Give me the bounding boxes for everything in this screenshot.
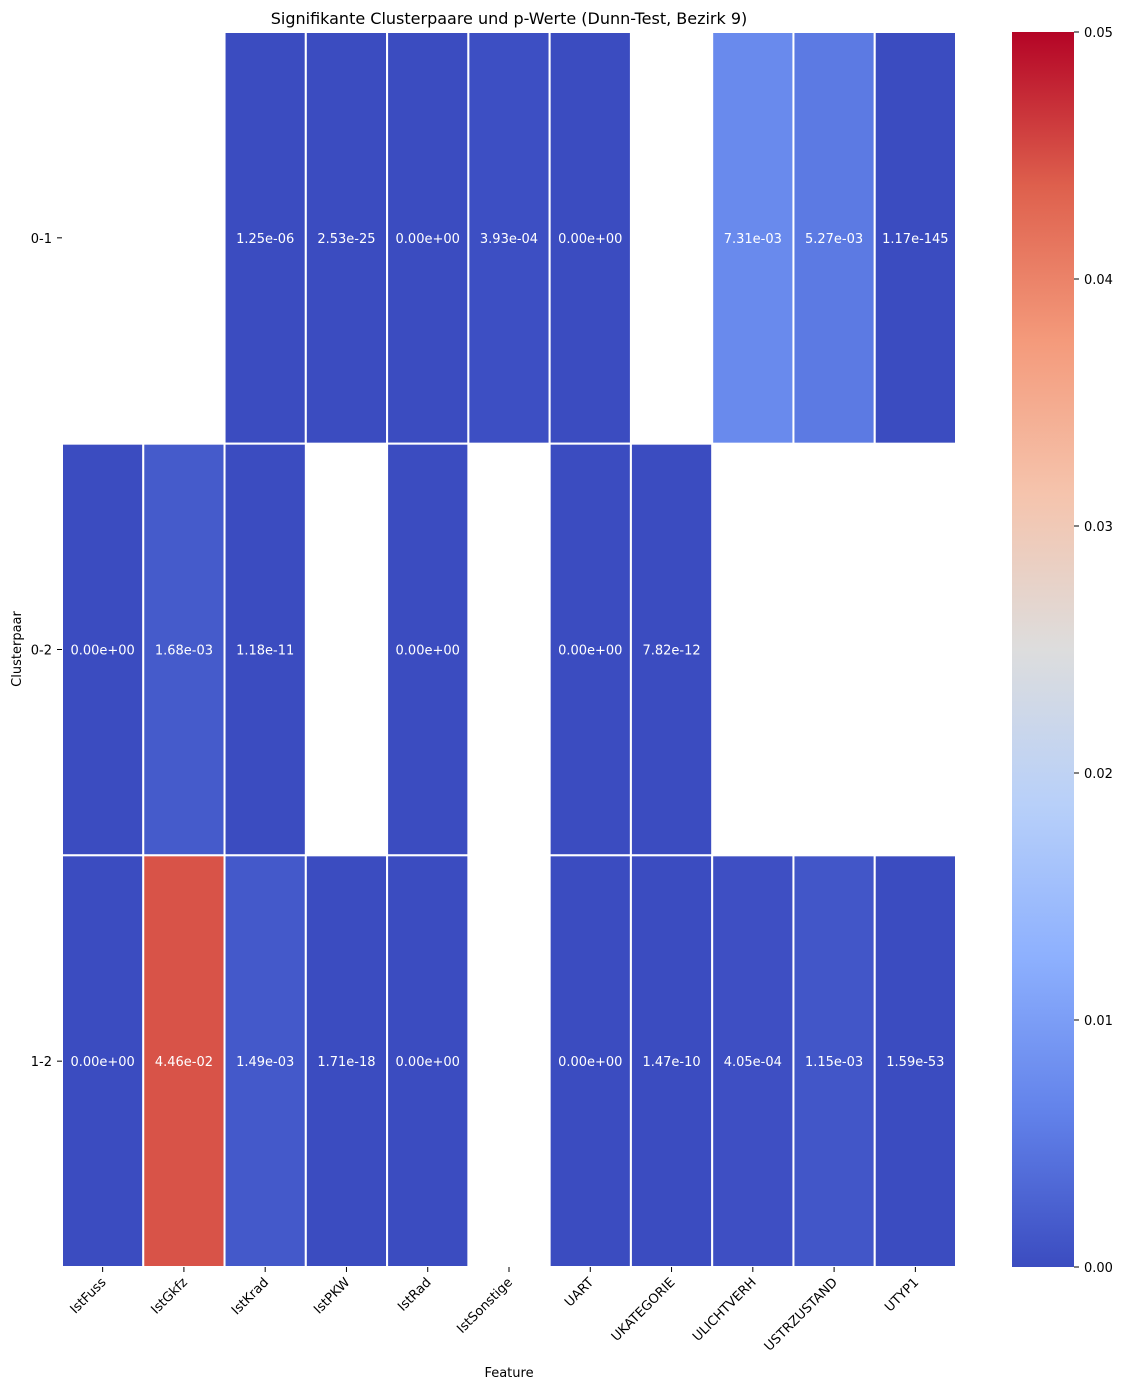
cell-value-label: 1.47e-10 bbox=[642, 1055, 700, 1070]
cell-value-label: 3.93e-04 bbox=[480, 232, 538, 247]
y-axis: 0-1 0-2 1-2 bbox=[31, 232, 62, 1070]
colorbar-tick-label: 0.03 bbox=[1084, 520, 1113, 535]
x-tick-label: IstGkfz bbox=[149, 1275, 191, 1317]
cell-value-label: 4.46e-02 bbox=[155, 1055, 213, 1070]
heatmap-cell-0-1-ULICHTVERH bbox=[711, 31, 795, 445]
heatmap-cell-0-1-IstPKW bbox=[304, 31, 389, 445]
cell-value-label: 5.27e-03 bbox=[805, 232, 863, 247]
heatmap-cell-0-1-IstRad bbox=[386, 31, 470, 445]
heatmap-cell-0-1-IstSonstige bbox=[467, 31, 551, 445]
cell-value-label: 0.00e+00 bbox=[396, 1055, 460, 1070]
cell-value-label: 0.00e+00 bbox=[558, 1055, 622, 1070]
colorbar-tick-label: 0.04 bbox=[1084, 273, 1113, 288]
colorbar-ticks: 0.00 0.01 0.02 0.03 0.04 0.05 bbox=[1074, 26, 1113, 1276]
heatmap-cell-1-2-IstRad bbox=[386, 854, 470, 1268]
cell-value-label: 1.71e-18 bbox=[317, 1055, 375, 1070]
heatmap-cell-0-2-IstRad bbox=[386, 442, 470, 857]
x-tick-label: IstKrad bbox=[229, 1275, 272, 1318]
cell-value-label: 7.31e-03 bbox=[724, 232, 782, 247]
cell-value-label: 1.15e-03 bbox=[805, 1055, 863, 1070]
x-tick-label: UTYP1 bbox=[882, 1275, 922, 1315]
heatmap-cell-0-1-IstKrad bbox=[223, 31, 307, 445]
cell-value-label: 1.17e-145 bbox=[882, 232, 948, 247]
cell-value-label: 7.82e-12 bbox=[642, 644, 700, 659]
y-tick-label: 1-2 bbox=[31, 1055, 52, 1070]
cell-value-label: 1.49e-03 bbox=[236, 1055, 294, 1070]
heatmap-cell-0-2-IstGkfz bbox=[142, 442, 226, 857]
cell-value-labels: 1.25e-06 2.53e-25 0.00e+00 3.93e-04 0.00e+00… bbox=[70, 232, 948, 1070]
heatmap-cell-1-2-IstKrad bbox=[223, 854, 307, 1268]
colorbar-tick-label: 0.00 bbox=[1084, 1261, 1113, 1276]
cell-value-label: 0.00e+00 bbox=[70, 1055, 134, 1070]
cell-value-label: 2.53e-25 bbox=[317, 232, 375, 247]
cell-value-label: 4.05e-04 bbox=[724, 1055, 782, 1070]
x-tick-label: IstPKW bbox=[311, 1275, 353, 1317]
heatmap-cell-1-2-IstPKW bbox=[304, 854, 389, 1268]
x-tick-label: USTRZUSTAND bbox=[762, 1275, 841, 1354]
x-tick-label: ULICHTVERH bbox=[690, 1275, 760, 1345]
heatmap-cell-1-2-IstGkfz bbox=[142, 854, 226, 1268]
x-axis: IstFuss IstGkfz IstKrad IstPKW IstRad IstSons… bbox=[68, 1267, 922, 1354]
heatmap-cell-0-2-IstKrad bbox=[223, 442, 307, 857]
x-tick-label: UART bbox=[562, 1275, 597, 1310]
colorbar-tick-label: 0.01 bbox=[1084, 1014, 1113, 1029]
heatmap-cell-1-2-USTRZUSTAND bbox=[792, 854, 876, 1268]
heatmap-cell-1-2-UKATEGORIE bbox=[629, 854, 714, 1268]
heatmap-cell-0-1-USTRZUSTAND bbox=[792, 31, 876, 445]
heatmap-cells bbox=[61, 31, 958, 1268]
y-tick-label: 0-2 bbox=[31, 644, 52, 659]
heatmap-cell-0-2-UKATEGORIE bbox=[629, 442, 714, 857]
x-tick-label: IstSonstige bbox=[454, 1275, 515, 1336]
colorbar bbox=[1012, 32, 1074, 1267]
x-tick-label: IstRad bbox=[395, 1275, 434, 1314]
cell-value-label: 0.00e+00 bbox=[558, 644, 622, 659]
x-tick-label: UKATEGORIE bbox=[609, 1275, 678, 1344]
cell-value-label: 0.00e+00 bbox=[70, 644, 134, 659]
heatmap-cell-1-2-UART bbox=[548, 854, 632, 1268]
colorbar-tick-label: 0.05 bbox=[1084, 26, 1113, 41]
heatmap-cell-0-1-UTYP1 bbox=[873, 31, 958, 445]
x-axis-label: Feature bbox=[484, 1366, 533, 1381]
heatmap-cell-1-2-UTYP1 bbox=[873, 854, 958, 1268]
cell-value-label: 0.00e+00 bbox=[558, 232, 622, 247]
cell-value-label: 1.59e-53 bbox=[886, 1055, 944, 1070]
cell-value-label: 1.68e-03 bbox=[155, 644, 213, 659]
cell-value-label: 0.00e+00 bbox=[396, 644, 460, 659]
chart-title: Signifikante Clusterpaare und p-Werte (D… bbox=[271, 9, 748, 28]
colorbar-tick-label: 0.02 bbox=[1084, 767, 1113, 782]
cell-value-label: 1.18e-11 bbox=[236, 644, 294, 659]
y-tick-label: 0-1 bbox=[31, 232, 52, 247]
cell-value-label: 1.25e-06 bbox=[236, 232, 294, 247]
y-axis-label: Clusterpaar bbox=[10, 611, 25, 687]
heatmap-cell-1-2-ULICHTVERH bbox=[711, 854, 795, 1268]
cell-value-label: 0.00e+00 bbox=[396, 232, 460, 247]
x-tick-label: IstFuss bbox=[68, 1275, 110, 1317]
